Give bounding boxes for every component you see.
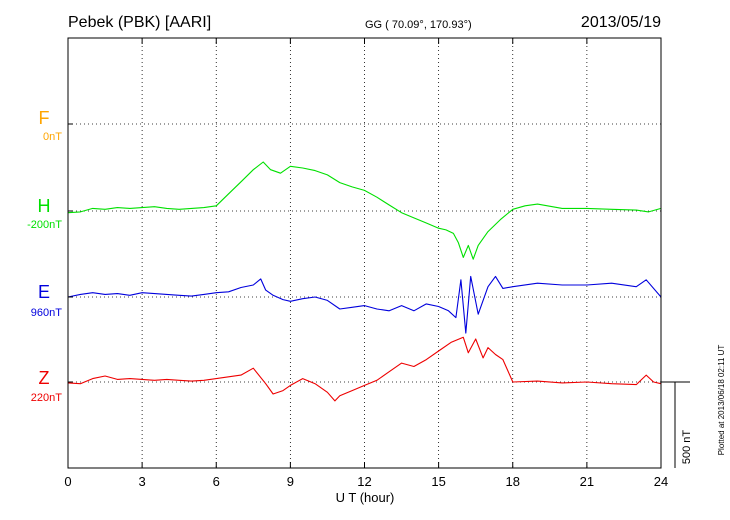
series-line-e [67, 275, 662, 334]
channel-label-f: F [39, 108, 50, 128]
scale-bar-label: 500 nT [681, 430, 693, 465]
x-axis-title: U T (hour) [336, 490, 395, 505]
channel-baseline-e: 960nT [31, 307, 62, 319]
x-tick-label-24: 24 [654, 474, 668, 489]
plot-frame [67, 37, 662, 469]
channel-label-h: H [38, 196, 51, 216]
channel-baseline-h: -200nT [27, 219, 62, 231]
x-tick-label-6: 6 [213, 474, 220, 489]
x-tick-label-21: 21 [580, 474, 594, 489]
channel-labels: F 0nT H -200nT E 960nT Z 220nT [27, 108, 62, 404]
channel-baseline-z: 220nT [31, 392, 62, 404]
x-tick-label-9: 9 [287, 474, 294, 489]
station-coords: GG ( 70.09°, 170.93°) [365, 19, 472, 31]
series-line-h [67, 161, 662, 260]
series-line-z [67, 336, 662, 402]
series-traces [67, 161, 662, 402]
x-tick-label-18: 18 [506, 474, 520, 489]
x-axis-ticks: 0 3 6 9 12 15 18 21 24 [64, 38, 668, 489]
x-tick-label-12: 12 [357, 474, 371, 489]
scale-bar: 500 nT [661, 381, 693, 468]
grid-lines [68, 38, 661, 468]
x-tick-label-3: 3 [139, 474, 146, 489]
x-tick-label-0: 0 [64, 474, 71, 489]
station-title: Pebek (PBK) [AARI] [68, 14, 211, 31]
channel-baseline-f: 0nT [43, 131, 62, 143]
x-tick-label-15: 15 [431, 474, 445, 489]
plotted-timestamp: Plotted at 2013/06/18 02:11 UT [717, 345, 726, 456]
channel-label-e: E [38, 282, 50, 302]
date-label: 2013/05/19 [581, 14, 661, 31]
channel-label-z: Z [39, 368, 50, 388]
